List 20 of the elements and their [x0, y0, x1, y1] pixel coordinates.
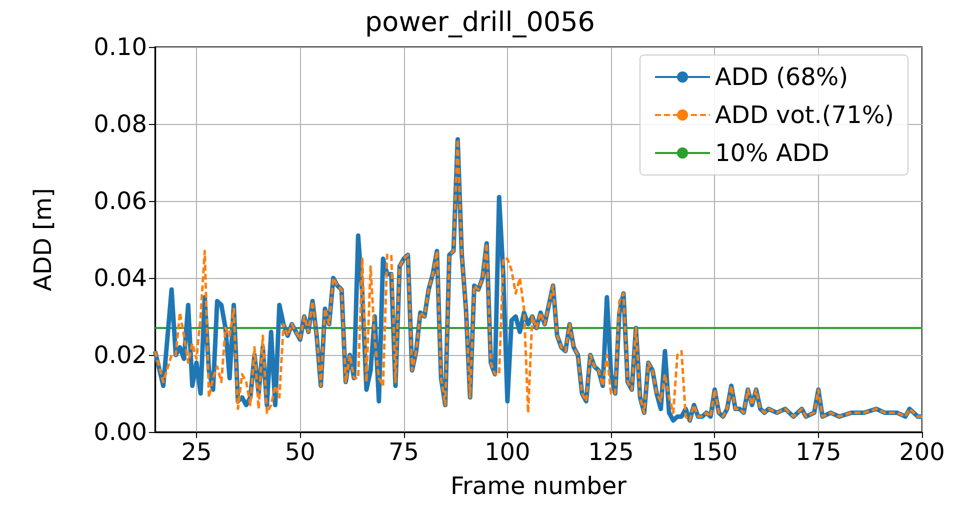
chart-title: power_drill_0056 — [365, 7, 595, 38]
x-axis-title: Frame number — [450, 472, 627, 500]
y-tick-label: 0.00 — [94, 418, 147, 446]
x-tick-label: 25 — [181, 438, 212, 466]
x-tick-label: 100 — [484, 438, 530, 466]
legend-label: ADD vot.(71%) — [714, 101, 894, 129]
x-tick-label: 50 — [284, 438, 316, 466]
y-tick-label: 0.08 — [94, 110, 147, 138]
y-axis-title: ADD [m] — [29, 188, 57, 292]
legend-label: 10% ADD — [714, 139, 830, 167]
y-tick-label: 0.06 — [94, 187, 147, 215]
y-tick-label: 0.04 — [94, 264, 147, 292]
y-tick-label: 0.10 — [94, 33, 147, 61]
x-tick-label: 200 — [899, 438, 945, 466]
legend-label: ADD (68%) — [714, 63, 848, 91]
x-tick-label: 150 — [692, 438, 738, 466]
x-tick-label: 125 — [588, 438, 634, 466]
x-tick-label: 75 — [388, 438, 420, 466]
x-tick-label: 175 — [795, 438, 842, 466]
y-tick-label: 0.02 — [94, 341, 147, 369]
